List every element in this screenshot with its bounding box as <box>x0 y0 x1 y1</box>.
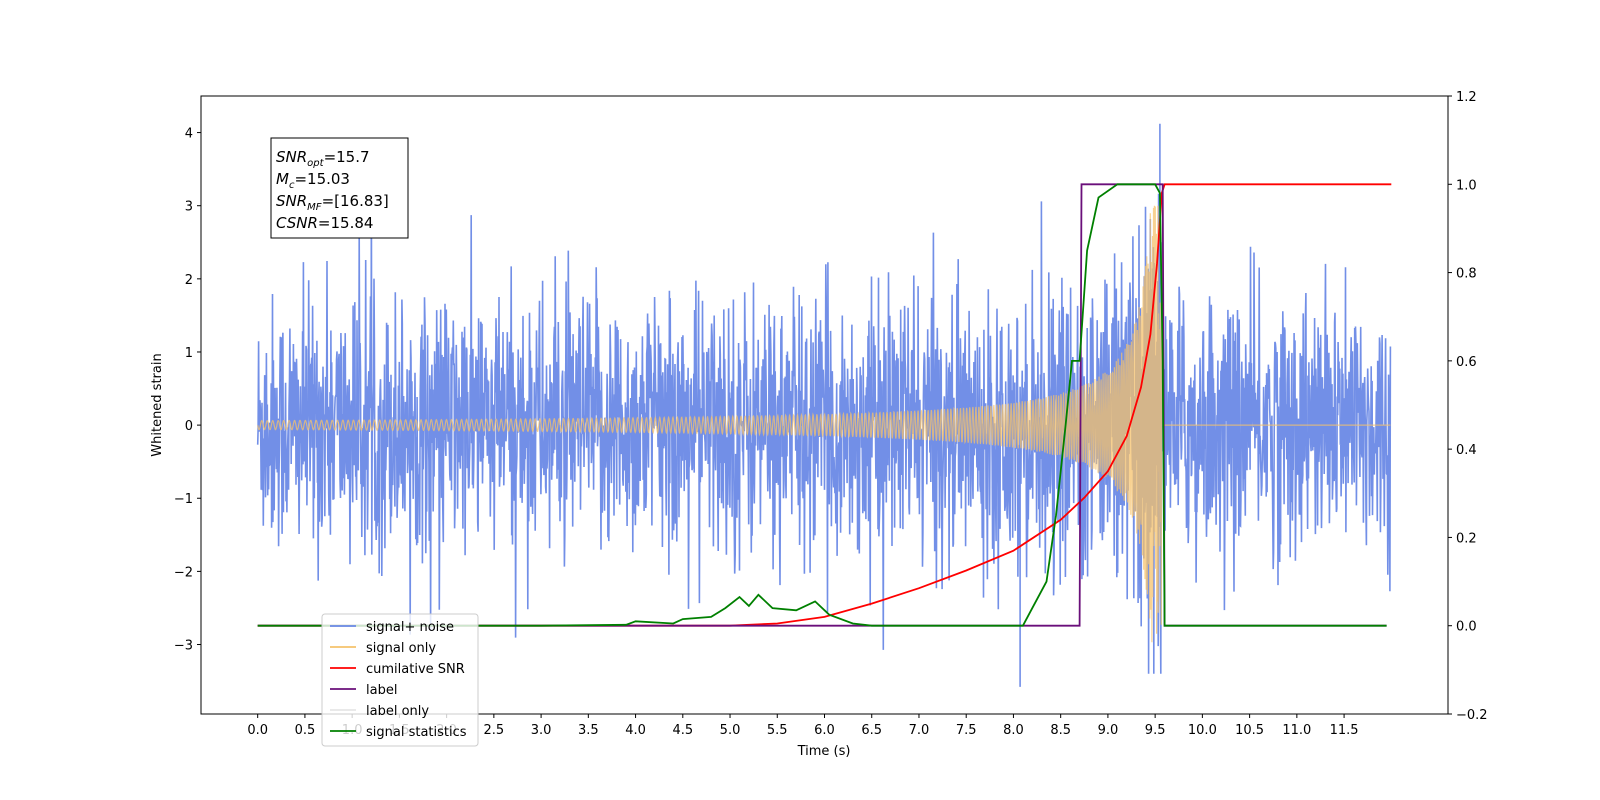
x-tick-label: 3.0 <box>531 723 552 738</box>
x-axis-label: Time (s) <box>797 744 851 759</box>
x-tick-label: 11.5 <box>1330 723 1359 738</box>
legend-entry-label: label only <box>366 704 429 719</box>
legend-entry-label: cumilative SNR <box>366 662 465 677</box>
y2-tick-label: 0.0 <box>1456 620 1477 635</box>
x-tick-label: 6.5 <box>861 723 882 738</box>
x-tick-label: 5.5 <box>767 723 788 738</box>
annotation-line: SNRopt=15.7 <box>276 148 370 169</box>
x-tick-label: 0.5 <box>295 723 316 738</box>
annotation-frame <box>270 137 409 239</box>
x-tick-label: 5.0 <box>720 723 741 738</box>
legend: signal+ noise signal only cumilative SNR la… <box>321 613 479 747</box>
y2-tick-label: 1.2 <box>1456 90 1477 105</box>
y-tick-label: −1 <box>174 492 193 507</box>
legend-entry-label: signal+ noise <box>366 620 454 635</box>
x-tick-label: 11.0 <box>1282 723 1311 738</box>
annotation-line: SNRMF=[16.83] <box>276 192 389 213</box>
x-tick-label: 2.5 <box>484 723 505 738</box>
x-tick-label: 7.5 <box>956 723 977 738</box>
series-signal-statistics-line <box>257 183 1387 627</box>
y2-tick-label: 0.2 <box>1456 531 1477 546</box>
legend-frame <box>321 613 479 747</box>
y-axis-left: −3 −2 −1 0 1 2 3 4 <box>174 127 201 654</box>
y-tick-label: 3 <box>185 200 193 215</box>
y-tick-label: −2 <box>174 565 193 580</box>
annotation-line: CSNR=15.84 <box>276 214 373 232</box>
series-signal-noise-line <box>256 123 1392 687</box>
y2-tick-label: 0.8 <box>1456 267 1477 282</box>
series-signal-only-line <box>257 205 1391 643</box>
series-layer <box>256 123 1392 687</box>
x-tick-label: 8.5 <box>1050 723 1071 738</box>
y-tick-label: 4 <box>185 127 193 142</box>
x-tick-label: 9.5 <box>1145 723 1166 738</box>
y-axis-label: Whitened strain <box>150 353 165 456</box>
x-tick-label: 10.5 <box>1235 723 1264 738</box>
legend-entry-label: signal only <box>366 641 436 656</box>
y-tick-label: −3 <box>174 639 193 654</box>
y-tick-label: 0 <box>185 419 193 434</box>
legend-entry-label: signal statistics <box>366 725 467 740</box>
x-tick-label: 6.0 <box>814 723 835 738</box>
x-tick-label: 4.5 <box>672 723 693 738</box>
y-tick-label: 2 <box>185 273 193 288</box>
x-tick-label: 4.0 <box>625 723 646 738</box>
x-tick-label: 9.0 <box>1098 723 1119 738</box>
x-tick-label: 3.5 <box>578 723 599 738</box>
x-tick-label: 7.0 <box>909 723 930 738</box>
y2-tick-label: −0.2 <box>1456 708 1488 723</box>
series-cumilative-snr-line <box>257 183 1392 627</box>
x-tick-label: 10.0 <box>1188 723 1217 738</box>
legend-entry-label: label <box>366 683 397 698</box>
annotation-line: Mc=15.03 <box>276 170 350 191</box>
y2-tick-label: 0.6 <box>1456 355 1477 370</box>
x-tick-label: 0.0 <box>247 723 268 738</box>
y2-tick-label: 0.4 <box>1456 443 1477 458</box>
y-tick-label: 1 <box>185 346 193 361</box>
x-tick-label: 8.0 <box>1003 723 1024 738</box>
y2-tick-label: 1.0 <box>1456 178 1477 193</box>
y-axis-right: −0.2 0.0 0.2 0.4 0.6 0.8 1.0 1.2 <box>1448 90 1488 723</box>
parameter-annotation-box: SNRopt=15.7Mc=15.03SNRMF=[16.83]CSNR=15.… <box>270 137 409 239</box>
